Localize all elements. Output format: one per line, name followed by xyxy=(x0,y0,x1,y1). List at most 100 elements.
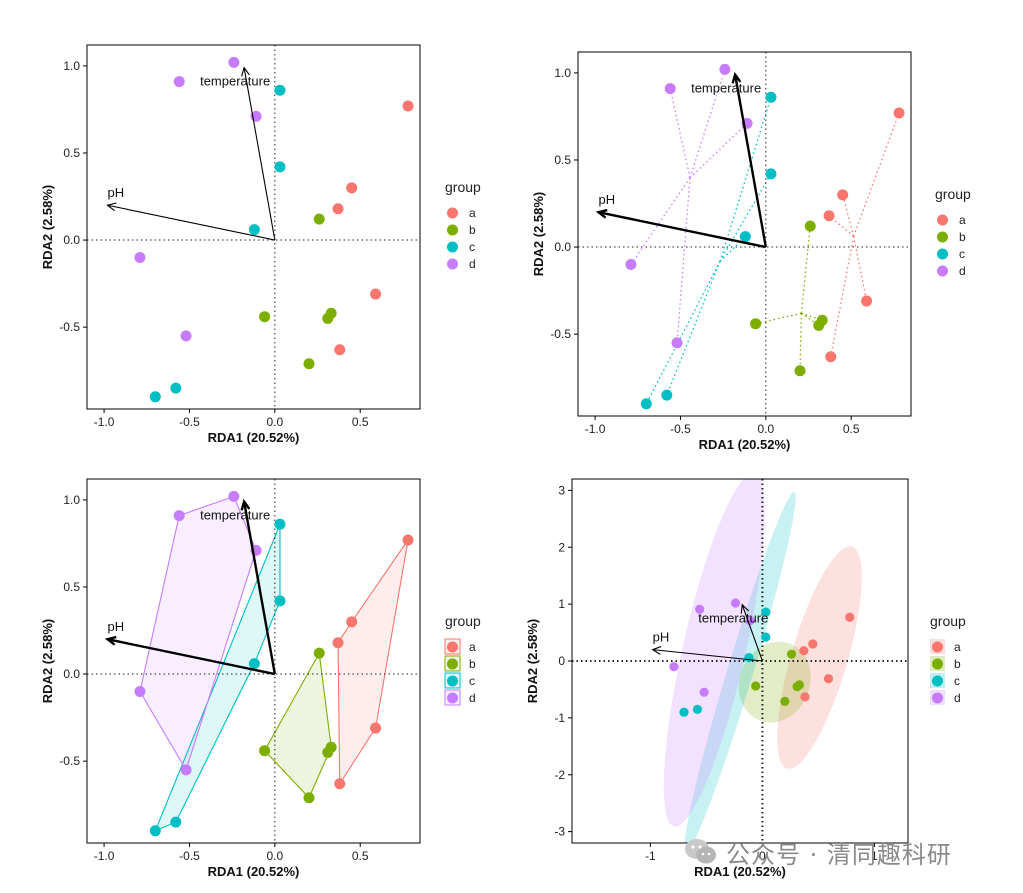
vector-pH xyxy=(598,211,767,249)
x-tick-label: 0.0 xyxy=(758,422,775,436)
vector-pH xyxy=(652,649,763,662)
point-a xyxy=(370,288,382,300)
point-c xyxy=(640,398,652,410)
legend-label-d: d xyxy=(959,264,966,278)
point-b xyxy=(322,746,334,758)
point-c xyxy=(248,224,260,236)
point-d xyxy=(180,330,192,342)
point-d xyxy=(625,258,637,270)
wechat-icon xyxy=(685,839,716,864)
point-b xyxy=(780,696,790,706)
vector-arrowhead xyxy=(106,202,117,212)
spider-line-a xyxy=(852,236,868,302)
point-d xyxy=(719,63,731,75)
point-c xyxy=(692,704,703,714)
ellipse-a xyxy=(777,546,862,769)
point-c xyxy=(274,518,286,530)
y-axis-title: RDA2 (2.58%) xyxy=(525,619,540,704)
y-axis-title: RDA2 (2.58%) xyxy=(40,619,55,704)
point-d xyxy=(730,598,741,608)
legend-label-b: b xyxy=(469,657,476,671)
point-b xyxy=(303,792,315,804)
y-tick-label: 0.5 xyxy=(63,146,80,160)
point-c xyxy=(170,816,182,828)
spider-line-c xyxy=(719,97,772,262)
legend-dot-b xyxy=(447,658,458,670)
point-c xyxy=(274,595,286,607)
point-c xyxy=(149,825,161,837)
legend-dot-a xyxy=(447,641,458,653)
legend-label-b: b xyxy=(959,230,966,244)
spider-line-b xyxy=(755,312,802,325)
y-tick-label: -0.5 xyxy=(550,327,571,341)
point-b xyxy=(751,681,761,691)
legend-label-a: a xyxy=(469,640,476,654)
rda-panel-3: temperature pH -1.0 -0.5 0.0 0.5 -0.5 0.0 0.5 1.0… xyxy=(40,478,481,879)
legend-label-d: d xyxy=(469,691,476,705)
x-tick-label: -1.0 xyxy=(585,422,606,436)
point-c xyxy=(679,707,689,717)
x-axis-title: RDA1 (20.52%) xyxy=(208,864,300,879)
y-tick-label: 1 xyxy=(558,597,565,611)
point-a xyxy=(825,351,837,363)
point-a xyxy=(332,203,344,215)
ellipse-d xyxy=(663,479,765,827)
spider-line-b xyxy=(799,313,803,371)
x-tick-label: 1 xyxy=(871,849,878,863)
point-d xyxy=(699,687,709,697)
point-a xyxy=(823,674,834,684)
rda-panel-1: temperature pH -1.0 -0.5 0.0 0.5 -0.5 0.0 0.5 1.0… xyxy=(40,44,481,445)
spider-line-c xyxy=(719,173,772,262)
point-c xyxy=(765,168,777,180)
point-c xyxy=(248,658,260,670)
legend-label-d: d xyxy=(954,691,961,705)
point-d xyxy=(173,510,185,522)
vector-label: temperature xyxy=(698,611,768,626)
point-a xyxy=(332,637,344,649)
legend-dot-c xyxy=(932,675,943,687)
point-b xyxy=(303,358,315,370)
legend-label-c: c xyxy=(469,240,475,254)
rda-panel-4: temperature pH -1 0 1 -3 -2 -1 0 1 2 3 RDA1 (20.52%)… xyxy=(525,478,966,879)
legend-dot-a xyxy=(447,207,458,219)
point-d xyxy=(745,616,755,626)
legend-dot-c xyxy=(937,248,948,260)
point-c xyxy=(274,84,286,96)
x-tick-label: 0.0 xyxy=(267,415,284,429)
legend-dot-a xyxy=(937,214,948,226)
point-a xyxy=(808,639,818,649)
vector-label: pH xyxy=(107,185,124,200)
x-tick-label: -0.5 xyxy=(670,422,691,436)
point-a xyxy=(800,692,810,702)
point-d xyxy=(134,685,146,697)
legend-dot-d xyxy=(447,692,458,704)
vector-pH xyxy=(107,638,276,676)
point-b xyxy=(313,213,325,225)
legend-dot-d xyxy=(937,265,948,277)
vector-arrowhead xyxy=(595,208,608,219)
hull-a xyxy=(337,539,409,786)
plot-area xyxy=(578,52,911,416)
point-d xyxy=(228,56,240,68)
vector-label: temperature xyxy=(691,81,761,96)
legend-dot-a xyxy=(932,641,943,653)
legend-label-a: a xyxy=(954,640,961,654)
plot-area xyxy=(572,479,908,843)
point-b xyxy=(259,745,271,757)
vector-temperature xyxy=(243,67,276,241)
vector-temperature xyxy=(242,501,277,675)
vector-temperature xyxy=(733,74,768,248)
plot-area xyxy=(87,45,420,409)
vector-label: pH xyxy=(653,630,670,645)
point-a xyxy=(346,616,358,628)
point-c xyxy=(661,389,673,401)
point-b xyxy=(313,647,325,659)
y-tick-label: 0.0 xyxy=(554,240,571,254)
point-d xyxy=(669,662,679,672)
plot-frame xyxy=(577,51,912,417)
point-b xyxy=(794,365,806,377)
point-d xyxy=(180,764,192,776)
